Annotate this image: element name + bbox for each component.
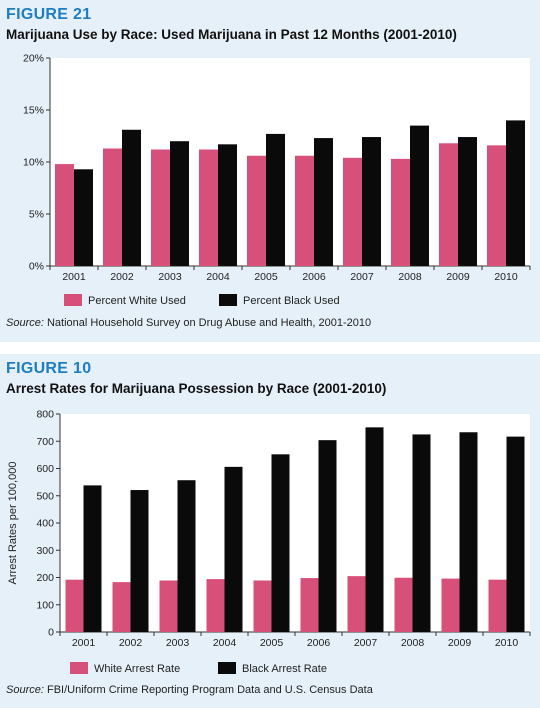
source-text: National Household Survey on Drug Abuse … [43,317,372,329]
figure-10-label: FIGURE 10 [6,360,92,377]
bar-black [170,141,189,266]
y-tick-label: 0% [29,261,44,273]
bar-black [314,138,333,266]
legend-swatch-white [70,662,88,674]
arrest-rates-chart: 0 100 200 300 400 500 600 700 800 Arrest Rates pe… [7,409,531,675]
figure-10-source: Source: FBI/Uniform Crime Reporting Prog… [6,684,373,696]
source-prefix: Source: [6,684,44,696]
x-tick-label: 2003 [158,271,182,283]
x-tick-label: 2004 [213,637,237,649]
bar-black [506,120,525,267]
x-tick-label: 2006 [302,271,326,283]
y-tick-label: 500 [36,490,54,502]
y-tick-label: 10% [23,157,44,169]
y-tick-label: 5% [29,209,44,221]
bar-black [362,137,381,266]
bar-black [266,133,285,266]
x-tick-label: 2009 [448,637,472,649]
bar-black [459,432,478,632]
y-tick-label: 0 [48,627,54,639]
bar-white [206,579,225,632]
bar-white [65,579,84,632]
bar-white [199,149,218,266]
x-tick-label: 2003 [166,637,190,649]
bar-white [253,580,272,632]
figure-21-title: Marijuana Use by Race: Used Marijuana in… [6,27,457,42]
x-tick-label: 2006 [307,637,331,649]
bar-white [391,158,410,266]
x-tick-label: 2007 [350,271,374,283]
x-tick-label: 2010 [494,271,518,283]
bar-white [247,155,266,266]
y-tick-label: 600 [36,463,54,475]
bar-black [365,427,384,632]
x-tick-label: 2007 [354,637,378,649]
bar-black [318,440,337,632]
bar-white [295,155,314,266]
y-tick-label: 100 [36,599,54,611]
y-tick-label: 800 [36,409,54,421]
legend-swatch-black [218,662,236,674]
legend-label-white: White Arrest Rate [94,663,180,675]
x-tick-label: 2001 [72,637,96,649]
x-tick-label: 2004 [206,271,230,283]
x-tick-label: 2002 [119,637,143,649]
bar-white [488,579,507,632]
y-tick-label: 20% [23,53,44,65]
bar-white [300,578,319,632]
bar-white [103,148,122,266]
x-tick-label: 2008 [401,637,425,649]
bar-black [74,169,93,266]
bar-white [55,164,74,266]
y-tick-label: 300 [36,545,54,557]
bar-black [177,480,196,632]
y-tick-label: 200 [36,572,54,584]
bar-white [159,580,178,632]
y-tick-label: 15% [23,105,44,117]
legend-label-black: Black Arrest Rate [242,663,327,675]
x-tick-label: 2001 [62,271,86,283]
bar-black [224,466,243,632]
bar-white [487,145,506,266]
bar-black [130,490,149,632]
bar-black [218,144,237,266]
bar-black [122,129,141,266]
bar-white [441,578,460,632]
legend-swatch-black [219,294,237,306]
bar-black [271,454,290,632]
y-tick-label: 400 [36,518,54,530]
bar-black [410,125,429,266]
bar-black [458,137,477,266]
figure-21-label: FIGURE 21 [6,6,92,23]
bar-black [83,485,102,632]
bar-white [347,576,366,632]
source-text: FBI/Uniform Crime Reporting Program Data… [43,684,373,696]
legend-swatch-white [64,294,82,306]
y-tick-label: 700 [36,436,54,448]
bar-white [151,149,170,266]
legend-label-white: Percent White Used [88,295,186,307]
legend-label-black: Percent Black Used [243,295,340,307]
y-axis-title: Arrest Rates per 100,000 [7,462,19,585]
bar-white [112,582,131,632]
x-tick-label: 2005 [260,637,284,649]
x-tick-label: 2009 [446,271,470,283]
bar-white [343,157,362,266]
bar-white [394,577,413,632]
marijuana-use-chart: 0% 5% 10% 15% 20% 2001 2002 2003 2004 2005 2006 200… [23,53,531,307]
figure-21-panel: FIGURE 21 Marijuana Use by Race: Used Ma… [0,0,540,342]
x-tick-label: 2010 [495,637,519,649]
figure-10-panel: FIGURE 10 Arrest Rates for Marijuana Pos… [0,354,540,708]
bar-black [506,436,525,632]
x-tick-label: 2005 [254,271,278,283]
x-tick-label: 2002 [110,271,134,283]
x-tick-label: 2008 [398,271,422,283]
figure-21-source: Source: National Household Survey on Dru… [6,317,371,329]
figure-10-title: Arrest Rates for Marijuana Possession by… [6,381,387,396]
source-prefix: Source: [6,317,44,329]
bar-black [412,434,431,632]
bar-white [439,143,458,266]
